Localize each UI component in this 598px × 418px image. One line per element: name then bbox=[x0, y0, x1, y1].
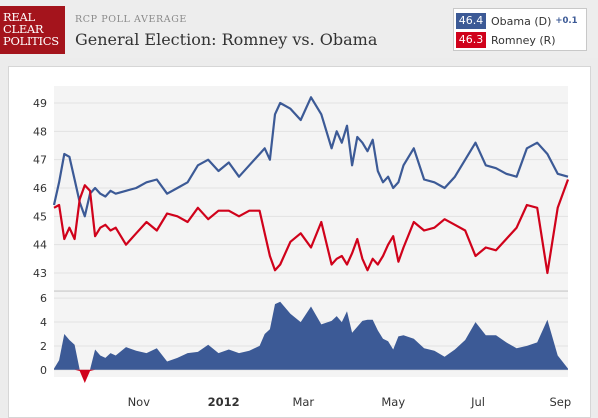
spread-area-positive bbox=[54, 301, 568, 370]
realclearpolitics-logo[interactable]: REAL CLEAR POLITICS bbox=[0, 6, 65, 54]
chart-subtitle: RCP POLL AVERAGE bbox=[75, 14, 187, 25]
spread-y-tick-label: 2 bbox=[40, 340, 47, 353]
obama-value-badge: 46.4 bbox=[456, 13, 486, 29]
x-tick-label: Nov bbox=[128, 395, 151, 409]
x-tick-label: Mar bbox=[292, 395, 314, 409]
spread-y-tick-label: 0 bbox=[40, 364, 47, 377]
y-tick-label: 45 bbox=[33, 210, 47, 223]
y-tick-label: 47 bbox=[33, 154, 47, 167]
y-tick-label: 48 bbox=[33, 125, 47, 138]
y-tick-label: 43 bbox=[33, 267, 47, 280]
obama-series-line bbox=[52, 96, 569, 218]
x-tick-label: May bbox=[381, 395, 405, 409]
y-tick-label: 44 bbox=[33, 239, 47, 252]
logo-line-1: REAL bbox=[3, 10, 35, 24]
y-tick-label: 49 bbox=[33, 97, 47, 110]
legend-item-obama[interactable]: 46.4 Obama (D) +0.1 bbox=[456, 12, 578, 30]
x-tick-label: Jul bbox=[470, 395, 485, 409]
spread-y-tick-label: 4 bbox=[40, 316, 47, 329]
legend: 46.4 Obama (D) +0.1 46.3 Romney (R) bbox=[453, 8, 587, 51]
y-tick-label: 46 bbox=[33, 182, 47, 195]
legend-item-romney[interactable]: 46.3 Romney (R) bbox=[456, 31, 556, 49]
romney-legend-label: Romney (R) bbox=[491, 33, 556, 47]
header: REAL CLEAR POLITICS RCP POLL AVERAGE Gen… bbox=[0, 0, 598, 58]
chart-panel: 43 44 45 46 47 48 49 0 2 4 6 Nov 2012 Mar May Jul Sep bbox=[8, 66, 591, 418]
romney-value-badge: 46.3 bbox=[456, 32, 486, 48]
x-tick-label: Sep bbox=[549, 395, 571, 409]
obama-legend-label: Obama (D) bbox=[491, 14, 552, 28]
logo-line-3: POLITICS bbox=[3, 34, 59, 48]
romney-series-line bbox=[53, 179, 570, 275]
spread-y-tick-label: 6 bbox=[40, 292, 47, 305]
chart-title: General Election: Romney vs. Obama bbox=[75, 30, 378, 49]
obama-delta: +0.1 bbox=[555, 16, 578, 26]
x-tick-label: 2012 bbox=[208, 395, 240, 409]
logo-line-2: CLEAR bbox=[3, 22, 44, 36]
